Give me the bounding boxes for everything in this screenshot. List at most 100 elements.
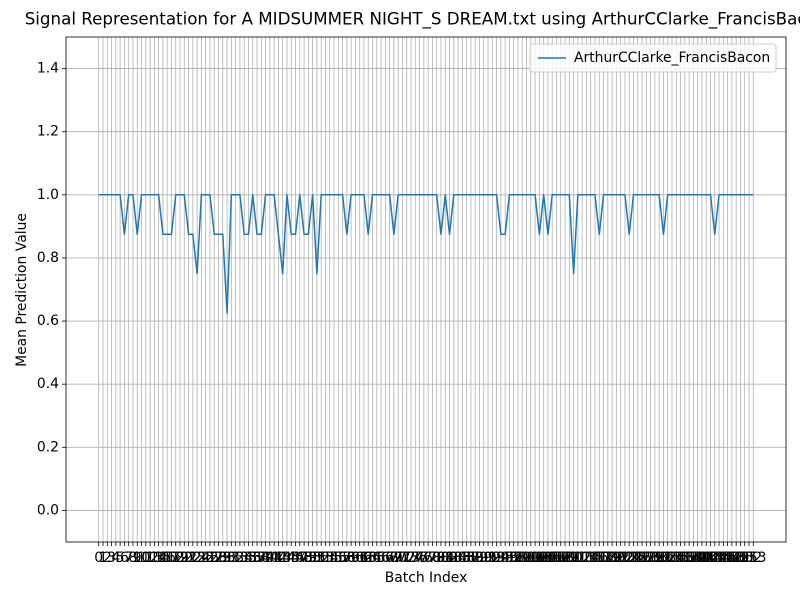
x-tick-label: 31 [223, 550, 241, 566]
x-tick-label: 110 [556, 550, 583, 566]
x-tick-label: 6 [120, 550, 129, 566]
x-tick-label: 78 [424, 550, 442, 566]
x-tick-label: 120 [599, 550, 626, 566]
x-tick-label: 4 [111, 550, 120, 566]
x-axis-label: Batch Index [385, 570, 468, 586]
x-tick-label: 132 [650, 550, 677, 566]
x-tick-label: 114 [573, 550, 600, 566]
x-tick-label: 91 [479, 550, 497, 566]
x-tick-label: 146 [710, 550, 737, 566]
x-tick-label: 61 [351, 550, 369, 566]
x-tick-label: 148 [719, 550, 746, 566]
x-tick-label: 82 [441, 550, 459, 566]
y-tick-label: 0.6 [37, 313, 59, 329]
y-tick-label: 1.0 [37, 187, 59, 203]
x-tick-label: 20 [175, 550, 193, 566]
x-tick-label: 153 [740, 550, 767, 566]
x-tick-label: 29 [214, 550, 232, 566]
x-tick-label: 80 [432, 550, 450, 566]
x-tick-label: 34 [235, 550, 253, 566]
x-tick-label: 27 [205, 550, 223, 566]
chart-title: Signal Representation for A MIDSUMMER NI… [25, 9, 800, 30]
x-tick-label: 96 [501, 550, 519, 566]
x-tick-label: 113 [569, 550, 596, 566]
x-tick-label: 14 [150, 550, 168, 566]
x-tick-label: 122 [607, 550, 634, 566]
x-tick-label: 25 [197, 550, 215, 566]
x-tick-label: 105 [535, 550, 562, 566]
x-tick-label: 129 [637, 550, 664, 566]
x-tick-label: 42 [270, 550, 288, 566]
y-tick-label: 1.2 [37, 124, 59, 140]
x-tick-label: 145 [706, 550, 733, 566]
x-tick-label: 88 [466, 550, 484, 566]
x-tick-label: 115 [577, 550, 604, 566]
x-tick-label: 40 [261, 550, 279, 566]
x-tick-label: 1 [99, 550, 108, 566]
x-tick-label: 43 [274, 550, 292, 566]
x-tick-label: 141 [689, 550, 716, 566]
x-tick-label: 121 [603, 550, 630, 566]
x-tick-label: 89 [471, 550, 489, 566]
x-tick-label: 95 [496, 550, 514, 566]
x-tick-label: 106 [539, 550, 566, 566]
x-tick-label: 66 [372, 550, 390, 566]
x-tick-label: 75 [411, 550, 429, 566]
x-tick-label: 138 [676, 550, 703, 566]
x-tick-label: 11 [137, 550, 155, 566]
x-tick-label: 28 [210, 550, 228, 566]
x-tick-label: 92 [483, 550, 501, 566]
data-line [98, 194, 754, 314]
x-tick-label: 72 [398, 550, 416, 566]
x-tick-label: 127 [629, 550, 656, 566]
x-tick-label: 37 [248, 550, 266, 566]
x-tick-label: 116 [582, 550, 609, 566]
x-tick-label: 30 [218, 550, 236, 566]
x-tick-label: 19 [171, 550, 189, 566]
x-tick-label: 65 [368, 550, 386, 566]
x-tick-label: 7 [124, 550, 133, 566]
x-tick-label: 84 [449, 550, 467, 566]
x-tick-label: 0 [94, 550, 103, 566]
x-tick-label: 33 [231, 550, 249, 566]
x-tick-label: 12 [141, 550, 159, 566]
y-axis-label: Mean Prediction Value [14, 213, 30, 367]
x-tick-label: 102 [522, 550, 549, 566]
x-tick-label: 69 [385, 550, 403, 566]
x-tick-label: 90 [475, 550, 493, 566]
x-tick-label: 63 [359, 550, 377, 566]
y-tick-label: 0.2 [37, 439, 59, 455]
x-tick-label: 152 [736, 550, 763, 566]
x-tick-label: 126 [625, 550, 652, 566]
x-tick-label: 142 [693, 550, 720, 566]
x-tick-label: 52 [312, 550, 330, 566]
x-tick-label: 56 [329, 550, 347, 566]
x-tick-label: 108 [548, 550, 575, 566]
x-tick-label: 100 [513, 550, 540, 566]
x-tick-label: 15 [154, 550, 172, 566]
x-tick-label: 53 [317, 550, 335, 566]
x-tick-label: 133 [654, 550, 681, 566]
x-tick-label: 21 [180, 550, 198, 566]
x-tick-label: 36 [244, 550, 262, 566]
x-tick-label: 123 [612, 550, 639, 566]
x-tick-label: 111 [560, 550, 587, 566]
x-tick-label: 24 [193, 550, 211, 566]
x-tick-label: 85 [454, 550, 472, 566]
x-tick-label: 135 [663, 550, 690, 566]
x-tick-label: 119 [595, 550, 622, 566]
x-tick-label: 64 [364, 550, 382, 566]
x-tick-label: 2 [103, 550, 112, 566]
x-tick-label: 57 [334, 550, 352, 566]
x-tick-label: 149 [723, 550, 750, 566]
y-tick-label: 0.0 [37, 502, 59, 518]
x-tick-label: 60 [347, 550, 365, 566]
x-tick-label: 103 [526, 550, 553, 566]
x-tick-label: 16 [158, 550, 176, 566]
x-tick-label: 143 [697, 550, 724, 566]
x-tick-label: 55 [325, 550, 343, 566]
x-tick-label: 128 [633, 550, 660, 566]
x-tick-label: 26 [201, 550, 219, 566]
x-tick-label: 74 [406, 550, 424, 566]
